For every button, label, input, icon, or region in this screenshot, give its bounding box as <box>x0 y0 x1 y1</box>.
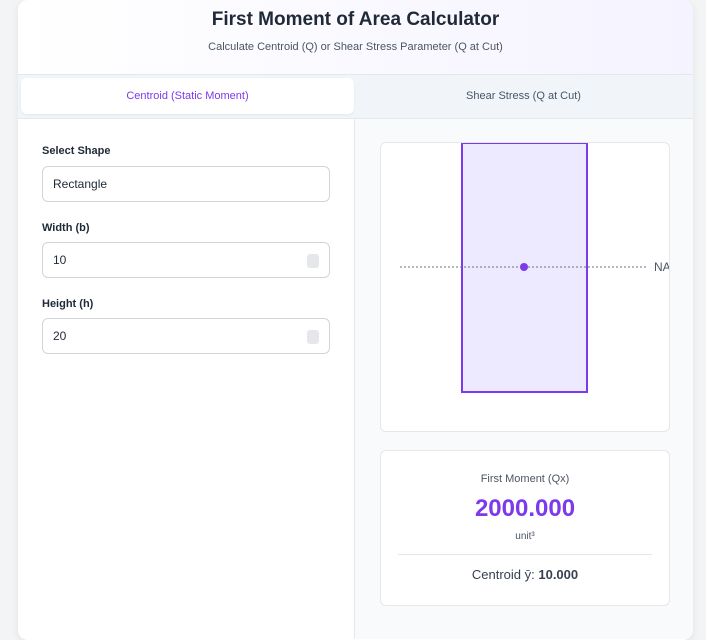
shape-select[interactable]: Rectangle <box>42 166 330 202</box>
tab[interactable]: Centroid (Static Moment) <box>21 78 354 114</box>
separator <box>398 554 652 555</box>
tab[interactable]: Shear Stress (Q at Cut) <box>466 90 581 102</box>
centroid-value: 10.000 <box>538 567 579 582</box>
title: First Moment of Area Calculator <box>211 9 500 30</box>
subtitle: Calculate Centroid (Q) or Shear Stress P… <box>208 41 503 53</box>
field-label: Select Shape <box>42 145 111 157</box>
result-value: 2000.000 <box>474 495 576 522</box>
shape-diagram: NA <box>400 143 669 393</box>
height-input[interactable]: 20 <box>42 318 330 354</box>
spinner[interactable] <box>307 254 319 268</box>
spinner[interactable] <box>307 330 319 344</box>
input-value: 10 <box>53 253 67 267</box>
centroid-row: Centroid ȳ: 10.000 <box>381 567 669 582</box>
centroid-label: Centroid ȳ: <box>471 567 535 582</box>
result-card: First Moment (Qx) 2000.000 unit³ Centroi… <box>380 450 670 606</box>
centroid-dot <box>520 263 528 271</box>
result-label: First Moment (Qx) <box>480 473 570 485</box>
page: {"header": {"title": "First Moment of Ar… <box>18 0 693 640</box>
axis-label: NA <box>654 260 669 274</box>
diagram: NA <box>380 142 670 432</box>
result-unit: unit³ <box>515 531 535 542</box>
calculator-card: First Moment of Area Calculator Calculat… <box>18 0 693 640</box>
width-input[interactable]: 10 <box>42 242 330 278</box>
input-panel: Select Shape Rectangle Width (b) 10 Heig… <box>18 119 355 639</box>
input-value: 20 <box>53 329 67 343</box>
output-panel: NA First Moment (Qx) 2000.000 unit³ Cent… <box>355 119 693 639</box>
field-label: Height (h) <box>42 298 94 310</box>
header: First Moment of Area Calculator Calculat… <box>18 0 693 75</box>
field-label: Width (b) <box>42 222 90 234</box>
tab-bar: Centroid (Static Moment) Shear Stress (Q… <box>18 75 693 119</box>
